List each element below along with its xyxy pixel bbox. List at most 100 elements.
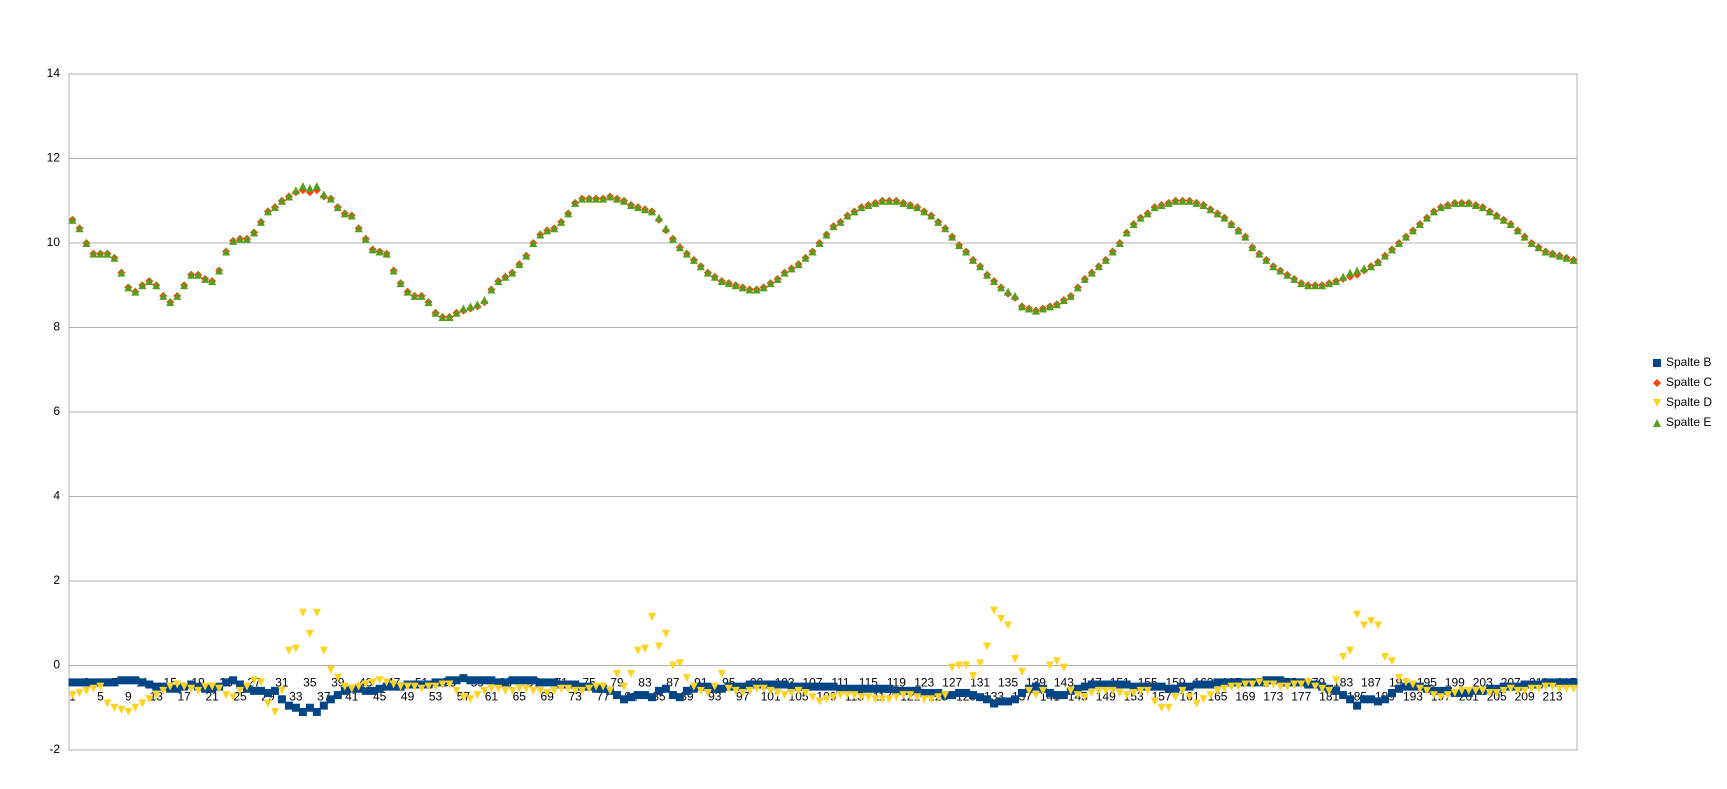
marker: [815, 697, 824, 706]
marker: [1108, 247, 1117, 256]
marker: [410, 291, 419, 300]
marker: [110, 253, 119, 262]
marker: [312, 608, 321, 617]
marker: [326, 194, 335, 203]
marker: [347, 211, 356, 220]
y-tick-label: 8: [53, 320, 60, 334]
marker: [1213, 686, 1222, 695]
marker: [1360, 621, 1369, 630]
marker: [1471, 200, 1480, 209]
marker: [1220, 684, 1229, 693]
marker: [927, 695, 936, 704]
marker: [326, 695, 335, 704]
marker: [487, 684, 496, 693]
marker: [997, 615, 1006, 624]
marker: [1541, 678, 1550, 687]
marker: [934, 688, 943, 697]
marker: [1157, 200, 1166, 209]
marker: [1353, 610, 1362, 619]
marker: [1031, 306, 1040, 315]
marker: [1157, 703, 1166, 712]
marker: [1534, 680, 1543, 689]
marker: [1206, 680, 1215, 689]
marker: [899, 198, 908, 207]
x-tick-label: 49: [401, 690, 415, 704]
marker: [291, 644, 300, 653]
x-tick-label: 205: [1487, 690, 1507, 704]
marker: [1381, 653, 1390, 662]
marker: [892, 686, 901, 695]
marker: [82, 686, 91, 695]
marker: [1534, 243, 1543, 252]
marker: [277, 695, 286, 704]
marker: [1115, 239, 1124, 247]
marker: [1010, 291, 1019, 300]
marker: [920, 695, 929, 704]
marker: [124, 283, 133, 292]
marker: [1038, 304, 1047, 313]
marker: [696, 262, 705, 271]
marker: [592, 194, 601, 203]
marker: [941, 224, 950, 233]
marker: [1185, 682, 1194, 691]
marker: [738, 682, 747, 691]
marker: [96, 678, 105, 687]
marker: [1325, 279, 1334, 288]
marker: [529, 686, 538, 695]
marker: [110, 703, 119, 712]
marker: [291, 703, 300, 712]
marker: [403, 287, 412, 296]
marker: [1073, 691, 1082, 700]
marker: [689, 255, 698, 264]
marker: [661, 684, 670, 693]
marker: [696, 686, 705, 695]
marker: [962, 247, 971, 256]
series: [68, 674, 1578, 716]
marker: [501, 678, 510, 687]
marker: [466, 695, 475, 704]
marker: [1066, 686, 1075, 695]
marker: [627, 693, 636, 702]
x-tick-label: 169: [1235, 690, 1255, 704]
marker: [459, 693, 468, 702]
marker: [312, 181, 321, 190]
marker: [962, 661, 971, 670]
marker: [599, 682, 608, 691]
marker: [948, 663, 957, 672]
marker: [333, 203, 342, 212]
marker: [1367, 695, 1376, 704]
marker: [647, 207, 656, 216]
marker: [1136, 686, 1145, 695]
marker: [654, 642, 663, 651]
marker: [1555, 678, 1564, 687]
legend-label: Spalte D: [1666, 395, 1712, 409]
marker: [906, 691, 915, 700]
marker: [1506, 684, 1515, 693]
marker: [1415, 684, 1424, 693]
marker: [1401, 232, 1410, 241]
marker: [885, 196, 894, 205]
marker: [243, 234, 252, 243]
marker: [522, 684, 531, 693]
marker: [403, 682, 412, 691]
marker: [1381, 251, 1390, 260]
marker: [256, 678, 265, 687]
marker: [1010, 655, 1019, 664]
marker: [382, 249, 391, 258]
marker: [927, 211, 936, 220]
marker: [96, 682, 105, 691]
marker: [1422, 686, 1431, 695]
marker: [236, 680, 245, 689]
marker: [1387, 245, 1396, 254]
marker: [899, 691, 908, 700]
marker: [1220, 213, 1229, 222]
marker: [152, 281, 161, 290]
marker: [1415, 219, 1424, 228]
marker: [703, 268, 712, 277]
marker: [138, 678, 147, 687]
marker: [368, 245, 377, 254]
marker: [571, 686, 580, 695]
marker: [675, 659, 684, 668]
marker: [368, 678, 377, 687]
marker: [431, 678, 440, 687]
